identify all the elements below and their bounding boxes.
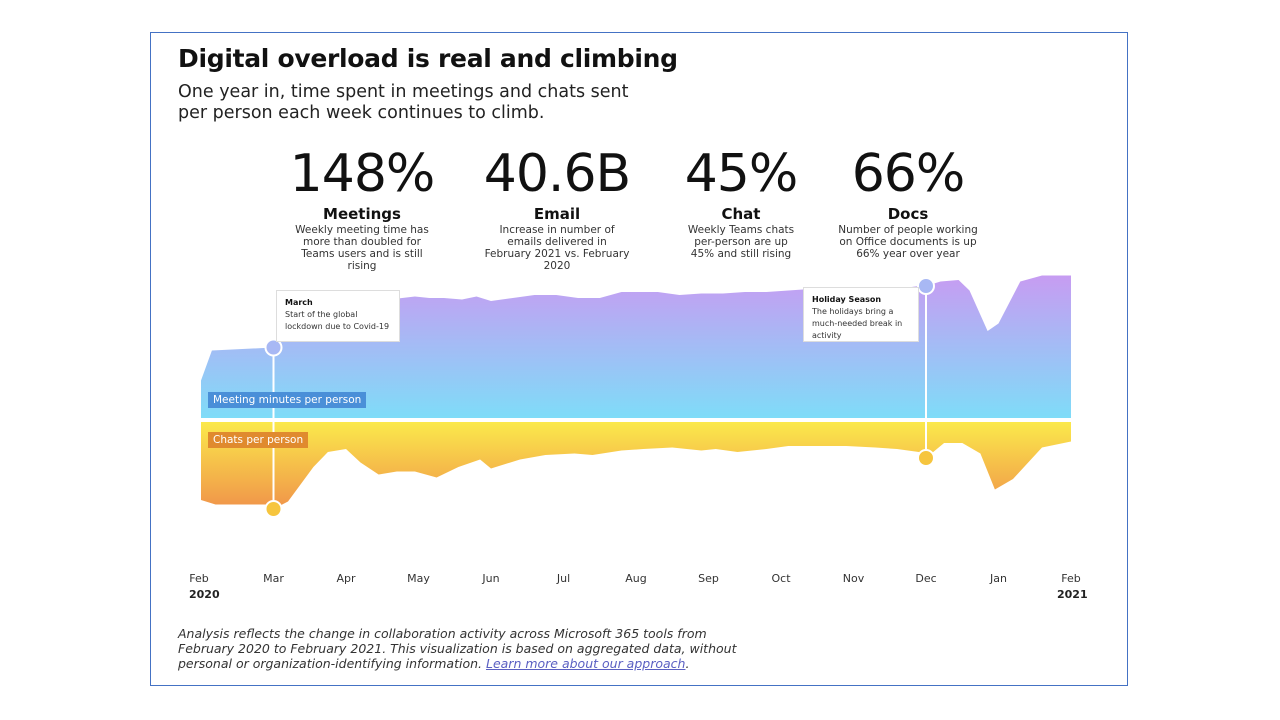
year-label-start: 2020: [189, 588, 220, 601]
chats-area: [201, 422, 1071, 509]
stat-docs: 66% Docs Number of people working on Off…: [813, 142, 1003, 260]
meeting-marker[interactable]: [264, 338, 283, 357]
x-tick-label: Nov: [842, 572, 865, 585]
x-tick-label: Aug: [625, 572, 647, 585]
page-title: Digital overload is real and climbing: [178, 44, 678, 73]
learn-more-link[interactable]: Learn more about our approach: [485, 656, 686, 671]
footer-text: Analysis reflects the change in collabor…: [178, 626, 737, 671]
stat-label: Meetings: [323, 205, 401, 223]
x-tick-label: Jul: [556, 572, 571, 585]
series-label-meeting-minutes: Meeting minutes per person: [208, 392, 367, 408]
x-tick-label: Jan: [990, 572, 1007, 585]
series-label-chats: Chats per person: [208, 432, 309, 448]
stat-value: 66%: [851, 144, 966, 204]
annotation-text: Start of the global lockdown due to Covi…: [285, 310, 390, 331]
stat-email: 40.6B Email Increase in number of emails…: [462, 142, 652, 272]
x-tick-label: Oct: [771, 572, 791, 585]
annotation-title: Holiday Season: [812, 295, 882, 304]
annotation-march: March Start of the global lockdown due t…: [276, 290, 400, 342]
x-tick-label: Feb: [1061, 572, 1081, 585]
footer-end: .: [685, 656, 690, 671]
stat-description: Weekly Teams chats per-person are up 45%…: [687, 224, 795, 260]
stat-label: Chat: [721, 205, 761, 223]
x-tick-label: Apr: [336, 572, 356, 585]
x-tick-label: Dec: [915, 572, 937, 585]
annotation-title: March: [285, 298, 313, 307]
x-tick-label: Feb: [189, 572, 209, 585]
stat-description: Increase in number of emails delivered i…: [484, 224, 630, 272]
stat-label: Email: [533, 205, 581, 223]
x-tick-label: Jun: [482, 572, 500, 585]
stat-meetings: 148% Meetings Weekly meeting time has mo…: [267, 142, 457, 272]
annotation-text: The holidays bring a much-needed break i…: [812, 307, 903, 340]
stat-label: Docs: [887, 205, 929, 223]
stat-value: 45%: [684, 144, 799, 204]
x-tick-label: Sep: [698, 572, 719, 585]
stat-description: Weekly meeting time has more than double…: [295, 224, 429, 272]
footer-note: Analysis reflects the change in collabor…: [178, 626, 738, 671]
annotation-holiday-season: Holiday Season The holidays bring a much…: [803, 287, 919, 342]
stat-description: Number of people working on Office docum…: [838, 224, 978, 260]
meeting-marker[interactable]: [917, 277, 935, 295]
x-tick-label: May: [407, 572, 430, 585]
x-tick-label: Mar: [263, 572, 284, 585]
stat-chat: 45% Chat Weekly Teams chats per-person a…: [646, 142, 836, 260]
chat-marker[interactable]: [264, 500, 283, 518]
stat-value: 40.6B: [483, 144, 631, 204]
chat-marker[interactable]: [917, 449, 935, 467]
year-label-end: 2021: [1057, 588, 1088, 601]
page-subtitle: One year in, time spent in meetings and …: [178, 82, 629, 123]
stat-value: 148%: [289, 144, 436, 204]
